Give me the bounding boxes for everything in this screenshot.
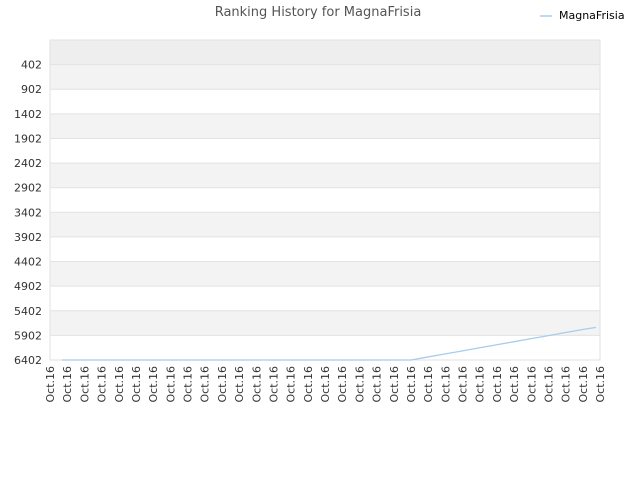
x-tick-label: Oct.16 <box>508 366 521 403</box>
x-tick-label: Oct.16 <box>491 366 504 403</box>
x-tick-label: Oct.16 <box>594 366 607 403</box>
x-tick-label: Oct.16 <box>353 366 366 403</box>
y-tick-label: 402 <box>21 59 42 72</box>
y-tick-label: 1902 <box>14 132 42 145</box>
x-tick-label: Oct.16 <box>233 366 246 403</box>
plot-band <box>50 64 600 90</box>
x-tick-label: Oct.16 <box>78 366 91 403</box>
chart-title: Ranking History for MagnaFrisia <box>215 5 422 20</box>
x-tick-label: Oct.16 <box>113 366 126 403</box>
y-tick-label: 3902 <box>14 231 42 244</box>
x-tick-label: Oct.16 <box>285 366 298 403</box>
y-tick-label: 3402 <box>14 206 42 219</box>
plot-band <box>50 335 600 360</box>
x-tick-label: Oct.16 <box>96 366 109 403</box>
plot-band <box>50 40 600 65</box>
legend-label: MagnaFrisia <box>559 9 625 22</box>
y-tick-label: 2402 <box>14 157 42 170</box>
y-tick-label: 2902 <box>14 182 42 195</box>
x-tick-label: Oct.16 <box>405 366 418 403</box>
x-axis-ticks: Oct.16 Oct.16 Oct.16 Oct.16 Oct.16 Oct.16 Oct.… <box>44 366 607 403</box>
y-tick-label: 5902 <box>14 329 42 342</box>
x-tick-label: Oct.16 <box>182 366 195 403</box>
plot-band <box>50 286 600 311</box>
x-tick-label: Oct.16 <box>44 366 57 403</box>
series-layer <box>62 326 597 361</box>
y-axis-ticks: 402 902 1402 1902 2402 2902 3402 3902 4402 4902 54… <box>14 59 42 367</box>
x-tick-label: Oct.16 <box>525 366 538 403</box>
x-tick-label: Oct.16 <box>577 366 590 403</box>
x-tick-label: Oct.16 <box>199 366 212 403</box>
x-tick-label: Oct.16 <box>422 366 435 403</box>
y-tick-label: 5402 <box>14 305 42 318</box>
plot-band <box>50 113 600 139</box>
y-tick-label: 4402 <box>14 256 42 269</box>
plot-band <box>50 138 600 164</box>
x-tick-label: Oct.16 <box>319 366 332 403</box>
y-tick-label: 4902 <box>14 280 42 293</box>
plot-band <box>50 212 600 237</box>
x-tick-label: Oct.16 <box>542 366 555 403</box>
series-line <box>62 326 597 361</box>
plot-background-bands <box>50 40 600 360</box>
x-tick-label: Oct.16 <box>267 366 280 403</box>
plot-band <box>50 310 600 336</box>
x-tick-label: Oct.16 <box>302 366 315 403</box>
x-tick-label: Oct.16 <box>474 366 487 403</box>
plot-band <box>50 261 600 287</box>
x-tick-label: Oct.16 <box>560 366 573 403</box>
x-tick-label: Oct.16 <box>371 366 384 403</box>
plot-band <box>50 89 600 114</box>
y-tick-label: 1402 <box>14 108 42 121</box>
x-tick-label: Oct.16 <box>439 366 452 403</box>
y-tick-label: 902 <box>21 83 42 96</box>
x-tick-label: Oct.16 <box>130 366 143 403</box>
plot-band <box>50 163 600 188</box>
x-tick-label: Oct.16 <box>147 366 160 403</box>
plot-band <box>50 187 600 213</box>
plot-band <box>50 236 600 262</box>
y-tick-label: 6402 <box>14 354 42 367</box>
x-tick-label: Oct.16 <box>216 366 229 403</box>
x-tick-label: Oct.16 <box>250 366 263 403</box>
legend: MagnaFrisia <box>540 9 625 22</box>
x-tick-label: Oct.16 <box>61 366 74 403</box>
x-tick-label: Oct.16 <box>164 366 177 403</box>
x-tick-label: Oct.16 <box>457 366 470 403</box>
x-tick-label: Oct.16 <box>336 366 349 403</box>
x-tick-label: Oct.16 <box>388 366 401 403</box>
